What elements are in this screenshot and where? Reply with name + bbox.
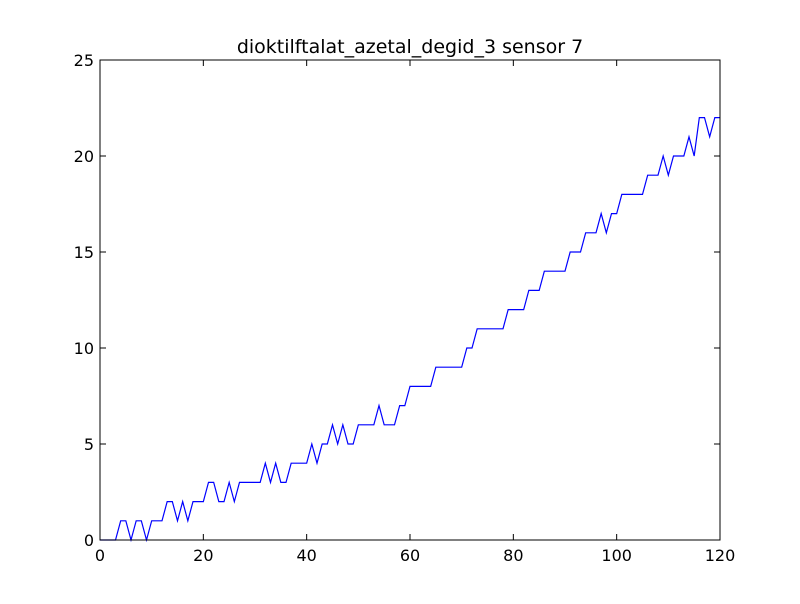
chart-title: dioktilftalat_azetal_degid_3 sensor 7	[237, 36, 583, 58]
y-tick-label: 20	[74, 147, 94, 166]
x-tick-label: 100	[601, 546, 632, 565]
y-tick-label: 5	[84, 435, 94, 454]
y-tick-label: 10	[74, 339, 94, 358]
x-tick-label: 20	[193, 546, 213, 565]
plot-frame	[99, 59, 721, 541]
axis-ticks: 0 20 40 60 80 100 120 0 5 10 15 20 25	[74, 51, 736, 565]
x-tick-label: 120	[705, 546, 736, 565]
y-tick-label: 15	[74, 243, 94, 262]
x-tick-label: 40	[296, 546, 316, 565]
x-tick-label: 60	[400, 546, 420, 565]
series-layer	[100, 116, 720, 543]
y-tick-label: 25	[74, 51, 94, 70]
x-tick-label: 0	[95, 546, 105, 565]
series-line	[100, 116, 720, 543]
x-tick-label: 80	[503, 546, 523, 565]
y-tick-label: 0	[84, 531, 94, 550]
